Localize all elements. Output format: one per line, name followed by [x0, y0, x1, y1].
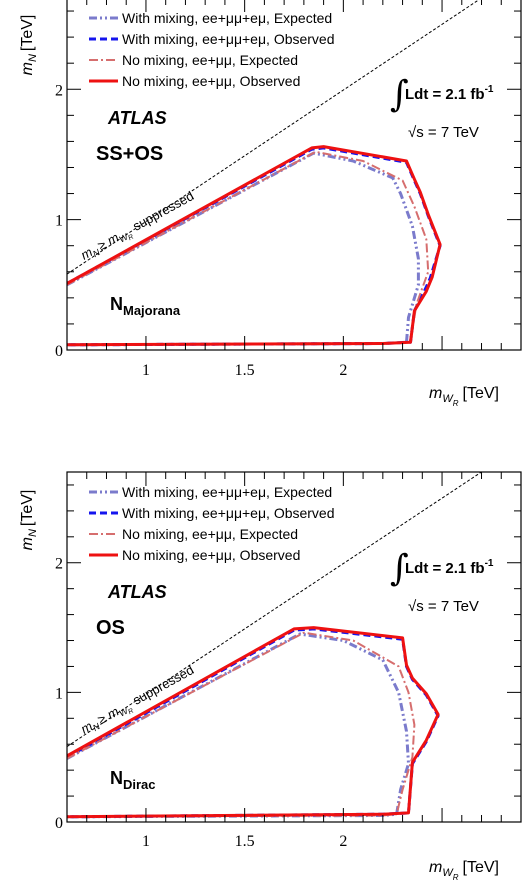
y-ticks: [67, 484, 521, 797]
x-tick-label: 2: [339, 362, 347, 379]
y-tick-label: 1: [55, 685, 63, 702]
legend-label-2: No mixing, ee+μμ, Expected: [122, 52, 298, 68]
legend-label-3: No mixing, ee+μμ, Observed: [122, 73, 300, 89]
x-axis-title-sub: W: [442, 393, 454, 405]
sqrt-symbol: √: [408, 598, 417, 615]
channel-label: SS+OS: [96, 143, 163, 165]
y-axis-title-sub: N: [27, 54, 39, 62]
series-line-3: [67, 626, 440, 819]
legend: With mixing, ee+μμ+eμ, Expected With mixi…: [89, 484, 335, 563]
kinematic-boundary-line: [67, 472, 482, 747]
region-r: R: [127, 708, 135, 717]
luminosity-exponent: -1: [485, 84, 494, 95]
suppressed-region-label: mN≥ mWRsuppressed: [78, 662, 198, 740]
x-axis-title-unit: [TeV]: [463, 385, 499, 402]
x-axis-title: mWR [TeV]: [429, 385, 499, 408]
x-tick-label: 1: [142, 362, 150, 379]
legend-label-3: No mixing, ee+μμ, Observed: [122, 547, 300, 563]
x-ticks: [86, 472, 522, 822]
y-axis-title-unit: [TeV]: [19, 15, 36, 51]
x-tick-label: 1.5: [235, 362, 255, 379]
integral-symbol: ∫: [390, 548, 409, 589]
neutrino-sub: Dirac: [123, 777, 156, 792]
series-line-2: [67, 150, 430, 346]
y-tick-label: 1: [55, 213, 63, 230]
channel-label: OS: [96, 617, 125, 639]
kinematic-boundary-line: [67, 0, 480, 275]
integral-symbol: ∫: [390, 74, 409, 115]
luminosity-exponent: -1: [485, 558, 494, 569]
energy-label: √s = 7 TeV: [408, 598, 479, 615]
luminosity-text: Ldt = 2.1 fb: [405, 86, 485, 103]
luminosity-label: Ldt = 2.1 fb-1: [405, 84, 494, 103]
y-axis-title-unit: [TeV]: [19, 490, 36, 526]
energy-text: s = 7 TeV: [416, 124, 479, 141]
region-ge: ≥ m: [95, 230, 121, 254]
plot-frame: [66, 471, 522, 823]
x-axis-title: mWR [TeV]: [429, 859, 499, 882]
x-ticks: [86, 0, 522, 350]
energy-label: √s = 7 TeV: [408, 124, 479, 141]
region-r: R: [127, 234, 135, 243]
x-axis-title-sub: W: [442, 867, 454, 879]
neutrino-sub: Majorana: [123, 303, 181, 318]
energy-text: s = 7 TeV: [416, 598, 479, 615]
suppressed-region-label: mN≥ mWRsuppressed: [78, 188, 198, 266]
x-tick-label: 1.5: [235, 833, 255, 850]
y-axis-title-main: m: [19, 537, 36, 550]
x-axis-title-main: m: [429, 859, 442, 876]
x-tick-label: 1: [142, 833, 150, 850]
neutrino-main: N: [110, 294, 123, 314]
plot-frame: [66, 0, 522, 351]
luminosity-text: Ldt = 2.1 fb: [405, 560, 485, 577]
luminosity-label: Ldt = 2.1 fb-1: [405, 558, 494, 577]
y-axis-title: mN [TeV]: [19, 15, 39, 76]
legend-label-0: With mixing, ee+μμ+eμ, Expected: [122, 484, 332, 500]
x-tick-label: 2: [339, 833, 347, 850]
x-axis-title-subsub: R: [453, 873, 459, 882]
y-axis-title-sub: N: [27, 529, 39, 537]
sqrt-symbol: √: [408, 124, 417, 141]
neutrino-type-label: NMajorana: [110, 294, 181, 318]
legend-label-0: With mixing, ee+μμ+eμ, Expected: [122, 10, 332, 26]
legend-label-1: With mixing, ee+μμ+eμ, Observed: [122, 31, 335, 47]
series-line-0: [67, 151, 420, 347]
y-ticks: [67, 10, 521, 325]
neutrino-main: N: [110, 768, 123, 788]
region-n: N: [91, 721, 102, 733]
y-tick-label: 0: [55, 815, 63, 832]
x-axis-title-unit: [TeV]: [463, 859, 499, 876]
region-suppressed: suppressed: [130, 188, 196, 234]
y-axis-title: mN [TeV]: [19, 490, 39, 551]
x-axis-title-subsub: R: [453, 399, 459, 408]
legend-label-2: No mixing, ee+μμ, Expected: [122, 526, 298, 542]
legend: With mixing, ee+μμ+eμ, Expected With mixi…: [89, 10, 335, 89]
y-tick-label: 2: [55, 556, 63, 573]
neutrino-type-label: NDirac: [110, 768, 156, 792]
y-axis-title-main: m: [19, 62, 36, 75]
legend-label-1: With mixing, ee+μμ+eμ, Observed: [122, 505, 335, 521]
y-tick-label: 2: [55, 82, 63, 99]
atlas-label: ATLAS: [107, 108, 167, 128]
x-axis-title-main: m: [429, 385, 442, 402]
atlas-label: ATLAS: [107, 582, 167, 602]
y-tick-label: 0: [55, 343, 63, 360]
series-line-3: [67, 145, 442, 347]
region-ge: ≥ m: [95, 704, 121, 728]
region-n: N: [91, 247, 102, 259]
